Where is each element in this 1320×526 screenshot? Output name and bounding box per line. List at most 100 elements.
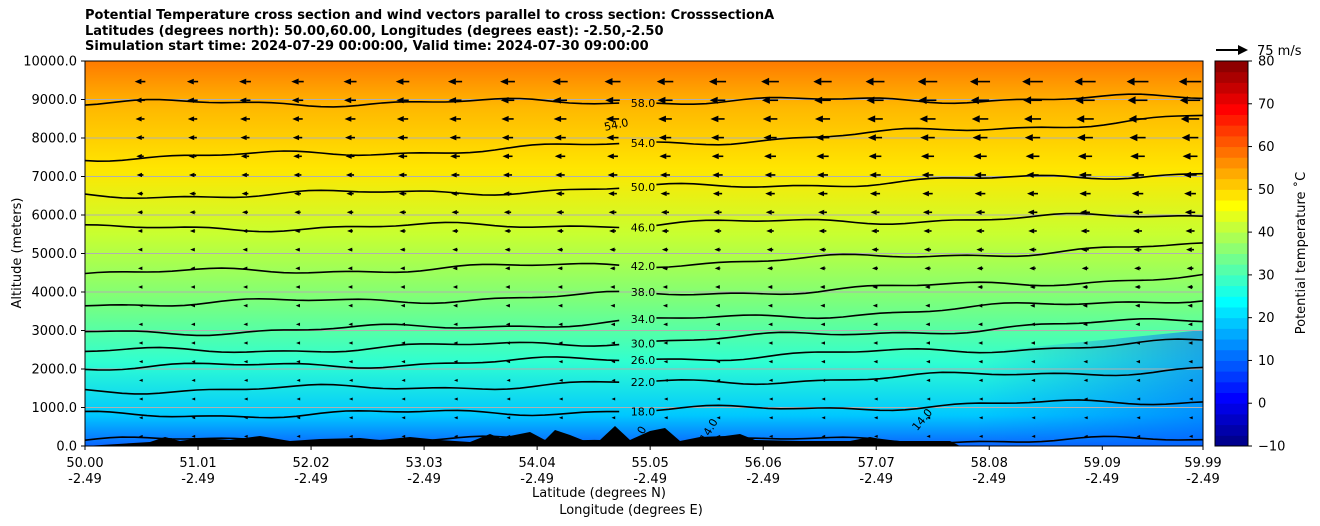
wind-vector — [979, 416, 983, 420]
wind-vector — [243, 341, 248, 345]
wind-vector — [656, 77, 674, 86]
wind-vector — [398, 172, 407, 178]
x-tick-label-latitude: 56.06 — [745, 456, 782, 471]
colorbar-frame — [1214, 60, 1249, 447]
x-tick-label-latitude: 58.08 — [971, 456, 1008, 471]
plot-area: 18.0 22.0 26.0 30.0 34.0 38.0 42.0 46.0 50.0 54.0… — [85, 61, 1203, 446]
wind-vector — [970, 96, 990, 105]
x-tick-label-longitude: -2.49 — [520, 472, 554, 487]
colorbar-band — [1215, 274, 1248, 287]
wind-vector — [661, 209, 669, 215]
wind-vector — [448, 97, 462, 104]
wind-vector — [768, 360, 773, 364]
wind-vector — [820, 303, 825, 308]
wind-vector — [401, 341, 406, 345]
wind-vector — [136, 172, 144, 178]
wind-vector — [716, 416, 721, 420]
wind-vector — [610, 341, 616, 345]
wind-vector — [821, 416, 826, 420]
wind-vector — [452, 247, 458, 252]
wind-vector — [293, 172, 302, 178]
x-tick-label-longitude: -2.49 — [633, 472, 667, 487]
wind-vector — [188, 153, 197, 159]
wind-vector — [454, 434, 458, 438]
x-tick-label-longitude: -2.49 — [1186, 472, 1220, 487]
wind-vector — [504, 266, 511, 271]
wind-vector — [1028, 247, 1037, 252]
wind-vector — [506, 416, 511, 420]
colorbar-band — [1215, 242, 1248, 254]
wind-vector — [506, 397, 511, 401]
wind-vector — [874, 434, 878, 438]
wind-vector — [711, 153, 724, 160]
colorbar-band — [1215, 189, 1248, 201]
wind-vector — [868, 153, 882, 160]
colorbar-band — [1215, 360, 1248, 372]
wind-vector — [1189, 397, 1193, 401]
wind-vector — [137, 266, 143, 271]
wind-vector — [296, 360, 301, 364]
wind-vector — [240, 153, 250, 159]
wind-vector — [1026, 171, 1039, 179]
wind-vector — [979, 434, 983, 438]
wind-vector — [923, 247, 932, 252]
wind-vector — [765, 209, 775, 215]
wind-vector — [714, 247, 721, 252]
colorbar-band — [1215, 339, 1248, 351]
wind-vector — [1134, 266, 1141, 271]
contour-line — [85, 318, 1203, 354]
wind-vector — [137, 247, 143, 252]
wind-vector — [1135, 360, 1141, 364]
contour-line — [85, 242, 1203, 275]
colorbar-band — [1215, 424, 1248, 436]
y-axis-label: Altitude (meters) — [10, 198, 25, 309]
colorbar-tick-label: 40 — [1258, 226, 1275, 241]
wind-vector — [712, 172, 723, 178]
wind-vector — [1181, 133, 1199, 142]
colorbar-tick-label: 30 — [1258, 268, 1275, 283]
wind-vector — [295, 285, 300, 289]
wind-vector — [922, 190, 933, 197]
wind-vector — [244, 434, 248, 438]
wind-vector — [1081, 247, 1089, 252]
wind-vector — [1030, 322, 1035, 327]
wind-vector — [1029, 284, 1036, 290]
x-tick-label-latitude: 59.09 — [1084, 456, 1121, 471]
wind-vector — [1083, 341, 1088, 345]
wind-vector — [708, 77, 727, 86]
wind-vector — [661, 228, 669, 234]
wind-vector — [873, 360, 878, 364]
wind-vector — [766, 228, 774, 234]
x-tick-label-latitude: 53.03 — [405, 456, 442, 471]
wind-vector — [1031, 434, 1036, 438]
wind-vector — [866, 96, 884, 105]
wind-vector — [1182, 152, 1198, 160]
colorbar-band — [1215, 317, 1248, 329]
wind-vector — [349, 416, 353, 420]
wind-vector — [763, 134, 777, 141]
wind-vector — [190, 303, 195, 308]
wind-vector — [1031, 378, 1036, 382]
wind-vector — [969, 77, 991, 86]
wind-vector — [1129, 133, 1146, 142]
wind-vector — [714, 266, 721, 271]
wind-vector — [552, 78, 568, 86]
wind-vector — [349, 434, 353, 438]
wind-vector — [1029, 266, 1036, 271]
colorbar-band — [1215, 264, 1248, 276]
wind-vector — [821, 378, 826, 382]
x-tick-label-latitude: 50.00 — [66, 456, 103, 471]
wind-vector — [348, 360, 353, 364]
wind-vector — [449, 134, 461, 141]
y-tick-label: 6000.0 — [32, 209, 78, 224]
contour-line — [85, 212, 1203, 233]
wind-vector — [660, 191, 670, 197]
wind-vector — [139, 416, 143, 420]
wind-vector — [1078, 171, 1092, 179]
wind-vector — [761, 96, 779, 104]
wind-vector — [296, 341, 301, 345]
wind-vector — [189, 210, 196, 215]
colorbar-band — [1215, 61, 1248, 73]
wind-vector — [972, 134, 988, 142]
chart-title: Potential Temperature cross section and … — [85, 8, 774, 55]
